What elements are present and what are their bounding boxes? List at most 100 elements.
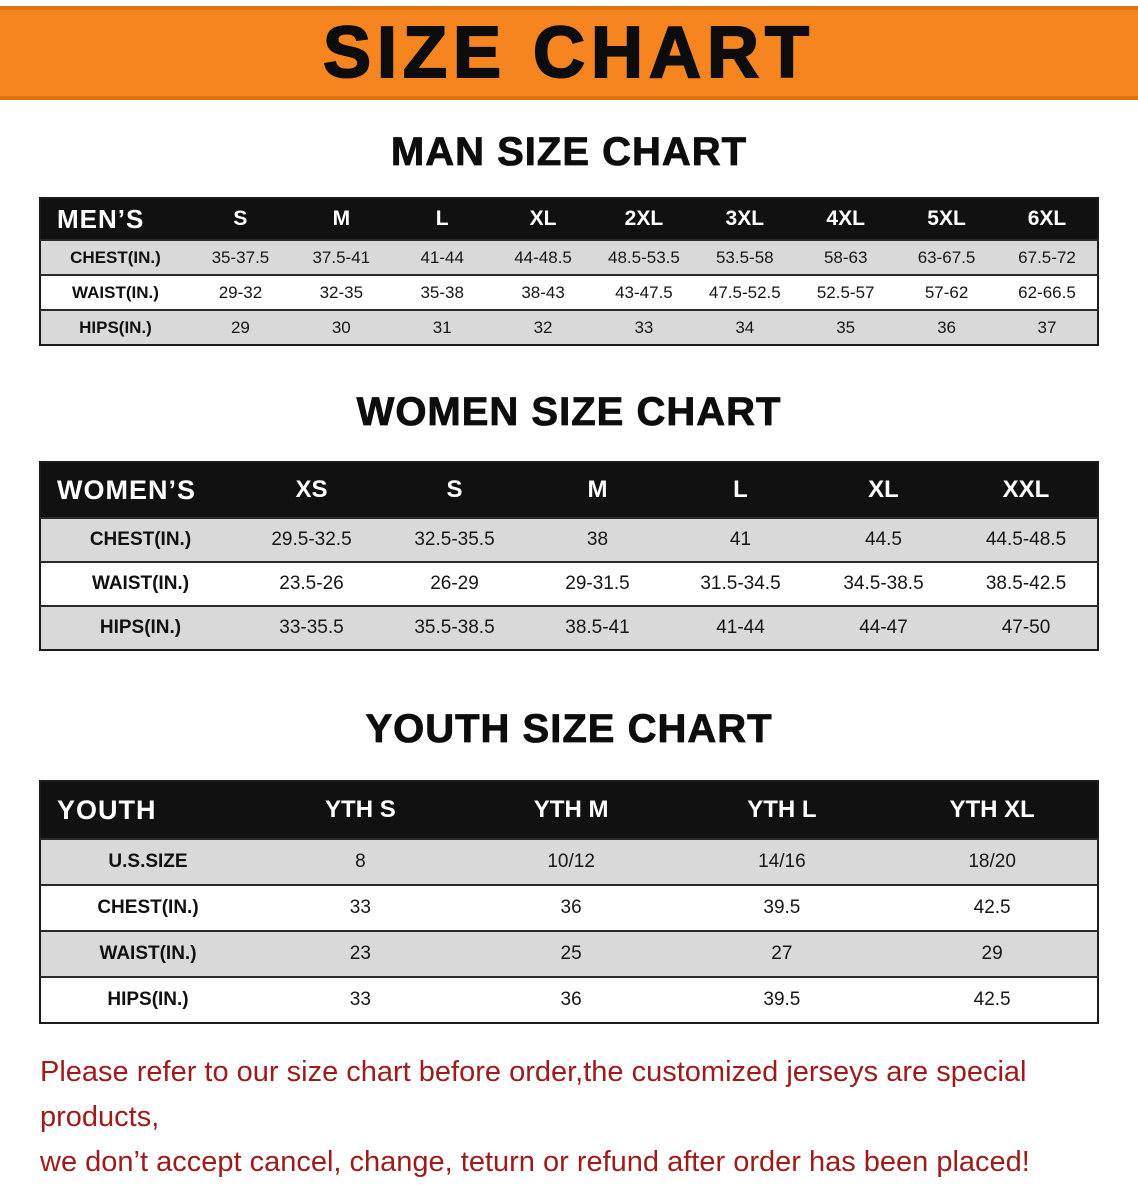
table-title-cell: MEN’S [40, 198, 190, 240]
size-value-cell: 41-44 [716, 617, 765, 638]
size-value-cell: 35 [836, 317, 856, 337]
size-column-header: M [526, 462, 669, 518]
size-value-cell: 42.5 [973, 897, 1011, 918]
row-label-cell: CHEST(IN.) [97, 897, 199, 918]
size-value-cell: 33 [634, 317, 654, 337]
size-column-header: L [391, 198, 493, 240]
size-value-cell: 32-35 [319, 282, 364, 302]
size-column-header: YTH XL [887, 781, 1098, 839]
youth-size-section: YOUTH SIZE CHART YOUTH YTH S YTH M YTH L YTH… [0, 707, 1138, 1024]
size-value-cell: 44.5-48.5 [985, 529, 1067, 550]
size-value-cell: 33 [349, 989, 371, 1010]
table-row: WAIST(IN.) 23 25 27 29 [40, 931, 1098, 977]
size-value-cell: 44.5 [865, 529, 902, 550]
size-value-cell: 58-63 [823, 247, 868, 267]
size-value-cell: 36 [937, 317, 957, 337]
size-value-cell: 47.5-52.5 [708, 282, 781, 302]
size-value-cell: 36 [560, 989, 582, 1010]
size-value-cell: 14/16 [758, 851, 806, 872]
table-row: CHEST(IN.) 29.5-32.5 32.5-35.5 38 41 44.5 44.5… [40, 518, 1098, 562]
row-label-cell: CHEST(IN.) [89, 529, 192, 550]
men-size-section: MAN SIZE CHART MEN’S S M L XL 2XL 3XL 4XL 5XL 6XL… [0, 130, 1138, 346]
size-value-cell: 38.5-41 [565, 617, 630, 638]
size-column-header: XL [812, 462, 955, 518]
table-row: CHEST(IN.) 33 36 39.5 42.5 [40, 885, 1098, 931]
size-value-cell: 39.5 [763, 897, 801, 918]
women-chart-heading: WOMEN SIZE CHART [356, 390, 782, 435]
table-header-row: YOUTH YTH S YTH M YTH L YTH XL [40, 781, 1098, 839]
size-value-cell: 44-48.5 [514, 247, 572, 267]
table-header-row: MEN’S S M L XL 2XL 3XL 4XL 5XL 6XL [40, 198, 1098, 240]
size-value-cell: 35-38 [420, 282, 464, 302]
size-column-header: XS [240, 462, 383, 518]
size-value-cell: 29.5-32.5 [271, 529, 352, 550]
size-value-cell: 43-47.5 [615, 282, 673, 302]
size-value-cell: 8 [355, 851, 366, 872]
row-label-cell: HIPS(IN.) [99, 617, 182, 638]
table-row: U.S.SIZE 8 10/12 14/16 18/20 [40, 839, 1098, 885]
table-title-cell: YOUTH [40, 781, 255, 839]
table-row: HIPS(IN.) 33-35.5 35.5-38.5 38.5-41 41-44 44-… [40, 606, 1098, 650]
youth-chart-heading: YOUTH SIZE CHART [365, 707, 773, 752]
size-value-cell: 18/20 [968, 851, 1016, 872]
size-value-cell: 39.5 [763, 989, 801, 1010]
size-value-cell: 33-35.5 [279, 617, 344, 638]
size-column-header: S [383, 462, 526, 518]
size-value-cell: 10/12 [547, 851, 595, 872]
size-value-cell: 31.5-34.5 [700, 573, 781, 594]
row-label-cell: HIPS(IN.) [79, 317, 152, 337]
size-column-header: S [190, 198, 291, 240]
row-label-cell: HIPS(IN.) [107, 989, 189, 1010]
table-row: CHEST(IN.) 35-37.5 37.5-41 41-44 44-48.5 48.5… [40, 240, 1098, 275]
size-value-cell: 31 [432, 317, 452, 337]
size-column-header: 5XL [896, 198, 997, 240]
size-column-header: 4XL [795, 198, 897, 240]
size-value-cell: 62-66.5 [1018, 282, 1076, 302]
size-column-header: YTH S [255, 781, 466, 839]
row-label-cell: WAIST(IN.) [99, 943, 197, 964]
size-value-cell: 34 [735, 317, 755, 337]
women-size-section: WOMEN SIZE CHART WOMEN’S XS S M L XL XXL CHEST(… [0, 390, 1138, 651]
table-row: HIPS(IN.) 33 36 39.5 42.5 [40, 977, 1098, 1023]
size-value-cell: 36 [560, 897, 582, 918]
size-column-header: YTH L [676, 781, 888, 839]
size-value-cell: 35-37.5 [211, 247, 270, 267]
size-column-header: 6XL [997, 198, 1098, 240]
size-value-cell: 67.5-72 [1018, 247, 1076, 267]
size-value-cell: 30 [331, 317, 351, 337]
size-value-cell: 32 [533, 317, 553, 337]
table-row: HIPS(IN.) 29 30 31 32 33 34 35 36 37 [40, 310, 1098, 345]
row-label-cell: U.S.SIZE [108, 851, 188, 872]
size-value-cell: 41 [729, 529, 752, 550]
size-chart-page: SIZE CHART MAN SIZE CHART MEN’S S M L XL 2XL 3… [0, 6, 1138, 1178]
size-value-cell: 41-44 [420, 247, 464, 267]
size-value-cell: 52.5-57 [816, 282, 875, 302]
size-value-cell: 35.5-38.5 [414, 617, 495, 638]
table-row: WAIST(IN.) 29-32 32-35 35-38 38-43 43-47.5 47.… [40, 275, 1098, 310]
size-value-cell: 23.5-26 [279, 573, 344, 594]
notice-line-1: Please refer to our size chart before or… [40, 1056, 1027, 1133]
size-value-cell: 23 [349, 943, 371, 964]
size-value-cell: 57-62 [924, 282, 969, 302]
size-value-cell: 29-32 [218, 282, 263, 302]
size-value-cell: 26-29 [430, 573, 479, 594]
men-chart-heading: MAN SIZE CHART [390, 130, 748, 175]
row-label-cell: WAIST(IN.) [72, 282, 159, 302]
men-size-table: MEN’S S M L XL 2XL 3XL 4XL 5XL 6XL CHEST(IN.) 35-37… [39, 197, 1099, 346]
size-value-cell: 34.5-38.5 [843, 573, 924, 594]
table-title-cell: WOMEN’S [40, 462, 240, 518]
size-value-cell: 29 [230, 317, 250, 337]
size-column-header: XL [492, 198, 594, 240]
row-label-cell: WAIST(IN.) [91, 573, 190, 594]
women-size-table: WOMEN’S XS S M L XL XXL CHEST(IN.) 29.5-32.5 32.5… [39, 461, 1099, 651]
size-value-cell: 38 [586, 529, 609, 550]
youth-size-table: YOUTH YTH S YTH M YTH L YTH XL U.S.SIZE 8 10/12… [39, 780, 1099, 1024]
size-value-cell: 53.5-58 [715, 247, 774, 267]
size-value-cell: 63-67.5 [917, 247, 976, 267]
size-value-cell: 25 [560, 943, 582, 964]
row-label-cell: CHEST(IN.) [70, 247, 161, 267]
size-value-cell: 32.5-35.5 [414, 529, 495, 550]
size-value-cell: 27 [771, 943, 793, 964]
size-column-header: L [669, 462, 812, 518]
size-value-cell: 38-43 [521, 282, 565, 302]
